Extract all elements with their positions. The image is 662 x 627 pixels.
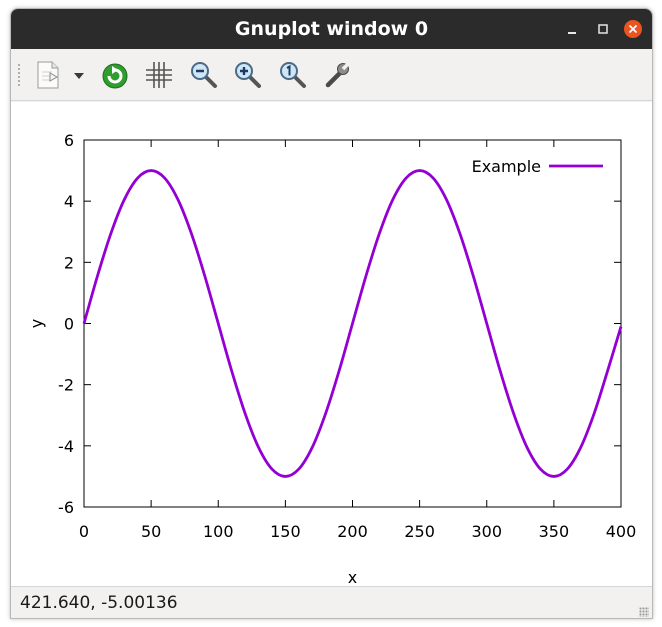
- zoom-next-button[interactable]: [232, 59, 264, 91]
- wrench-icon: [325, 60, 352, 88]
- x-tick-label: 300: [471, 522, 502, 541]
- x-axis-label: x: [348, 568, 357, 586]
- close-icon: [628, 24, 638, 34]
- x-tick-label: 250: [404, 522, 435, 541]
- x-tick-label: 100: [203, 522, 234, 541]
- x-tick-label: 150: [270, 522, 301, 541]
- plot-canvas[interactable]: 0 50 100 150 200 250 300 350 400 -6 -4 -2 0 2 4 6 Exam…: [11, 102, 652, 586]
- export-menu-button[interactable]: [33, 59, 65, 91]
- autoscale-button[interactable]: [277, 59, 309, 91]
- y-tick-label: -6: [58, 498, 74, 517]
- export-dropdown-button[interactable]: [71, 59, 87, 91]
- legend-label-example: Example: [472, 157, 541, 176]
- y-tick-label: 6: [64, 131, 74, 150]
- title-bar[interactable]: Gnuplot window 0: [11, 9, 652, 49]
- gnuplot-window: Gnuplot window 0: [10, 8, 653, 619]
- cursor-coordinates: 421.640, -5.00136: [20, 593, 178, 613]
- status-bar: 421.640, -5.00136: [11, 586, 652, 618]
- series-line-example: [82, 169, 623, 478]
- close-button[interactable]: [624, 20, 642, 38]
- y-tick-label: 2: [64, 253, 74, 272]
- maximize-icon: [598, 24, 608, 34]
- toolbar: [11, 49, 652, 101]
- x-tick-label: 200: [337, 522, 368, 541]
- maximize-button[interactable]: [594, 20, 612, 38]
- grid-icon: [146, 62, 172, 88]
- document-export-icon: [37, 61, 59, 89]
- resize-grip[interactable]: [639, 607, 649, 617]
- refresh-icon: [102, 63, 128, 89]
- grid-button[interactable]: [143, 59, 175, 91]
- window-title: Gnuplot window 0: [234, 18, 429, 40]
- zoom-out-icon: [191, 62, 217, 88]
- y-tick-label: 0: [64, 315, 74, 334]
- minimize-button[interactable]: [563, 20, 581, 38]
- zoom-previous-button[interactable]: [188, 59, 220, 91]
- y-tick-label: 4: [64, 192, 74, 211]
- zoom-in-icon: [235, 62, 261, 88]
- dropdown-arrow-icon: [74, 73, 84, 79]
- x-tick-label: 350: [539, 522, 570, 541]
- minimize-icon: [568, 32, 576, 34]
- x-tick-label: 0: [79, 522, 89, 541]
- replot-button[interactable]: [99, 59, 131, 91]
- legend: Example: [472, 157, 603, 176]
- x-tick-label: 50: [141, 522, 161, 541]
- y-axis-label: y: [27, 319, 46, 328]
- zoom-original-icon: [280, 62, 306, 88]
- line-chart: 0 50 100 150 200 250 300 350 400 -6 -4 -2 0 2 4 6 Exam…: [27, 131, 637, 586]
- y-tick-label: -2: [58, 376, 74, 395]
- x-tick-label: 400: [606, 522, 637, 541]
- settings-button[interactable]: [321, 59, 353, 91]
- toolbar-grip[interactable]: [17, 63, 21, 87]
- y-tick-label: -4: [58, 437, 74, 456]
